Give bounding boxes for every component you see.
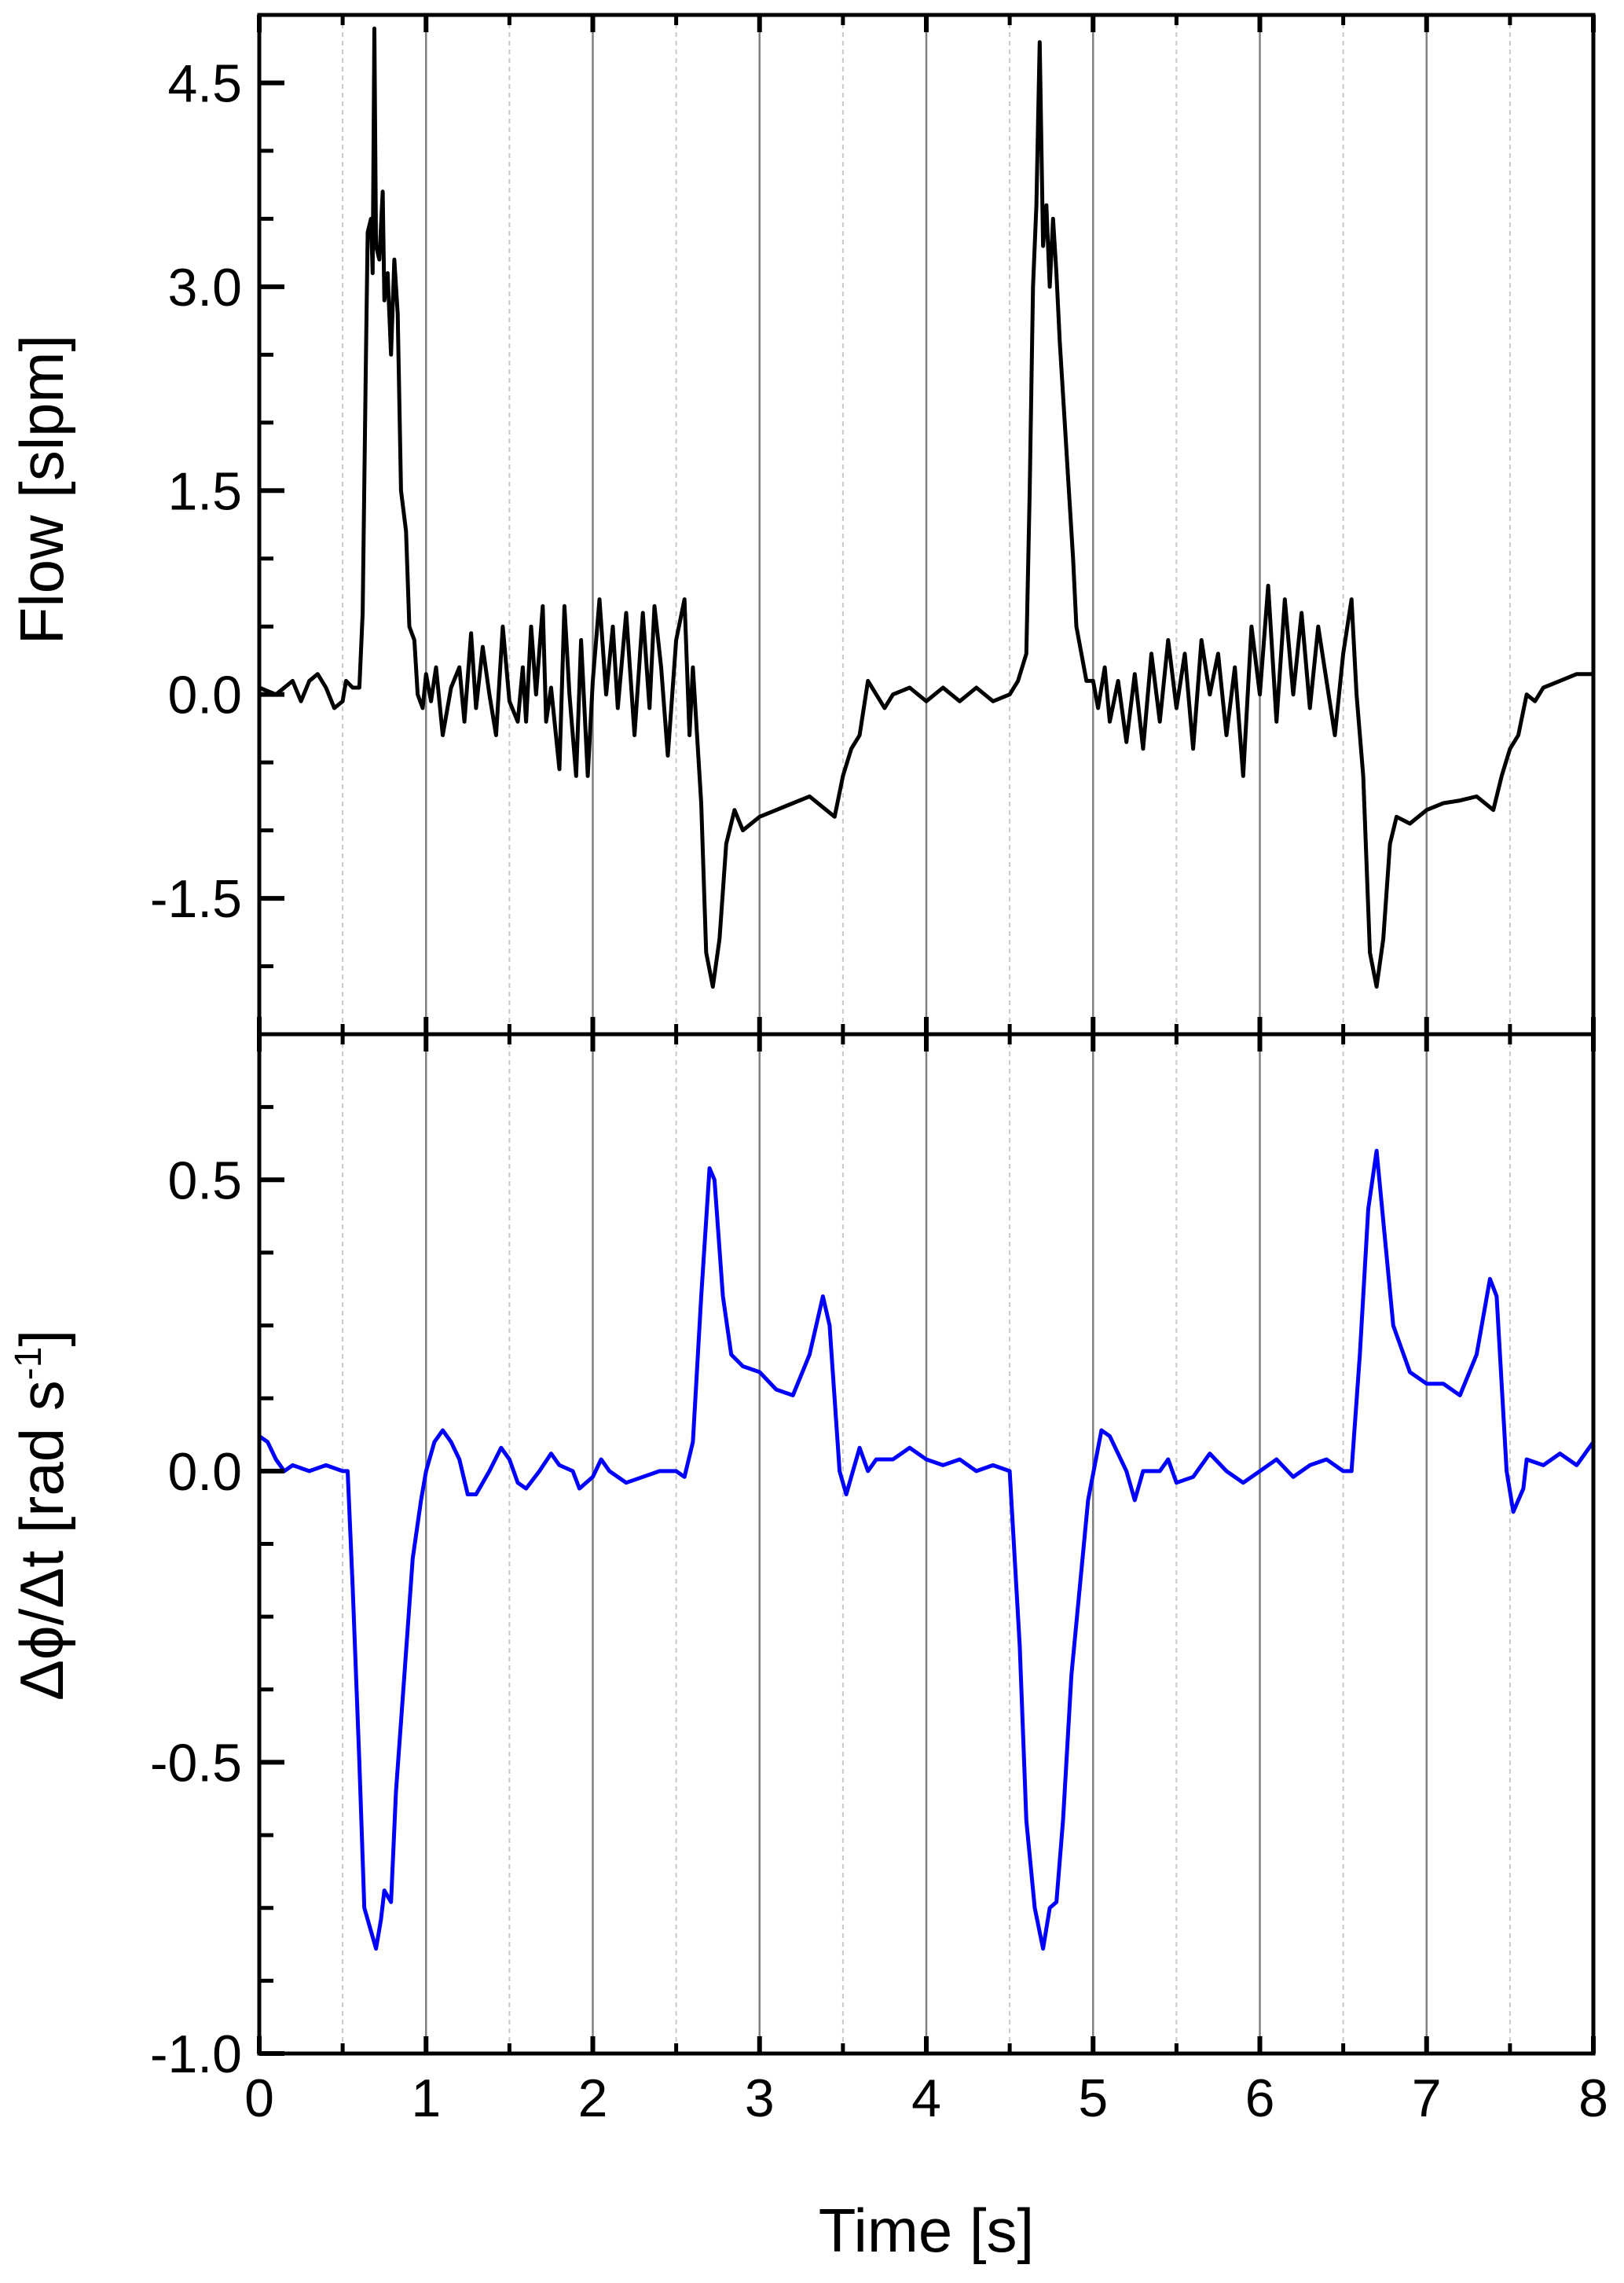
- series-lines: [258, 26, 1596, 1951]
- y-axis-label-main: Δϕ/Δt [rad s: [7, 1380, 76, 1701]
- y-tick-label: 4.5: [167, 53, 242, 113]
- axes: [257, 13, 1596, 2056]
- tick-labels: 4.5 3.0 1.5 0.0 -1.5 0.5 0.0 -0.5 -1.00 1 2 3 4 5 6 7 8: [150, 53, 1608, 2128]
- phase-rate-series-line: [258, 1148, 1596, 1951]
- y-tick-label: 3.0: [167, 258, 242, 317]
- y-axis-label-superscript: -1: [8, 1347, 49, 1381]
- y-tick-label: 0.5: [167, 1151, 242, 1210]
- y-axis-label-phase-rate: Δϕ/Δt [rad s-1]: [7, 1330, 76, 1701]
- y-tick-label: -0.5: [150, 1733, 242, 1793]
- vertical-gridlines: [342, 15, 1511, 2054]
- x-tick-label: 1: [411, 2068, 441, 2128]
- y-axis-label-flow: Flow [slpm]: [7, 335, 76, 644]
- x-axis-label: Time [s]: [819, 2196, 1034, 2265]
- y-axis-label-end: ]: [7, 1330, 76, 1347]
- x-tick-label: 6: [1245, 2068, 1275, 2128]
- y-tick-label: -1.5: [150, 869, 242, 929]
- x-tick-label: 4: [911, 2068, 941, 2128]
- x-tick-label: 5: [1078, 2068, 1108, 2128]
- y-tick-label: 1.5: [167, 461, 242, 521]
- flow-series-line: [258, 26, 1593, 989]
- x-tick-label: 7: [1412, 2068, 1442, 2128]
- y-tick-label: 0.0: [167, 666, 242, 725]
- y-tick-label: 0.0: [167, 1442, 242, 1502]
- x-tick-label: 8: [1578, 2068, 1608, 2128]
- x-tick-label: 0: [244, 2068, 274, 2128]
- y-tick-label: -1.0: [150, 2024, 242, 2084]
- x-tick-label: 2: [578, 2068, 608, 2128]
- x-tick-label: 3: [745, 2068, 775, 2128]
